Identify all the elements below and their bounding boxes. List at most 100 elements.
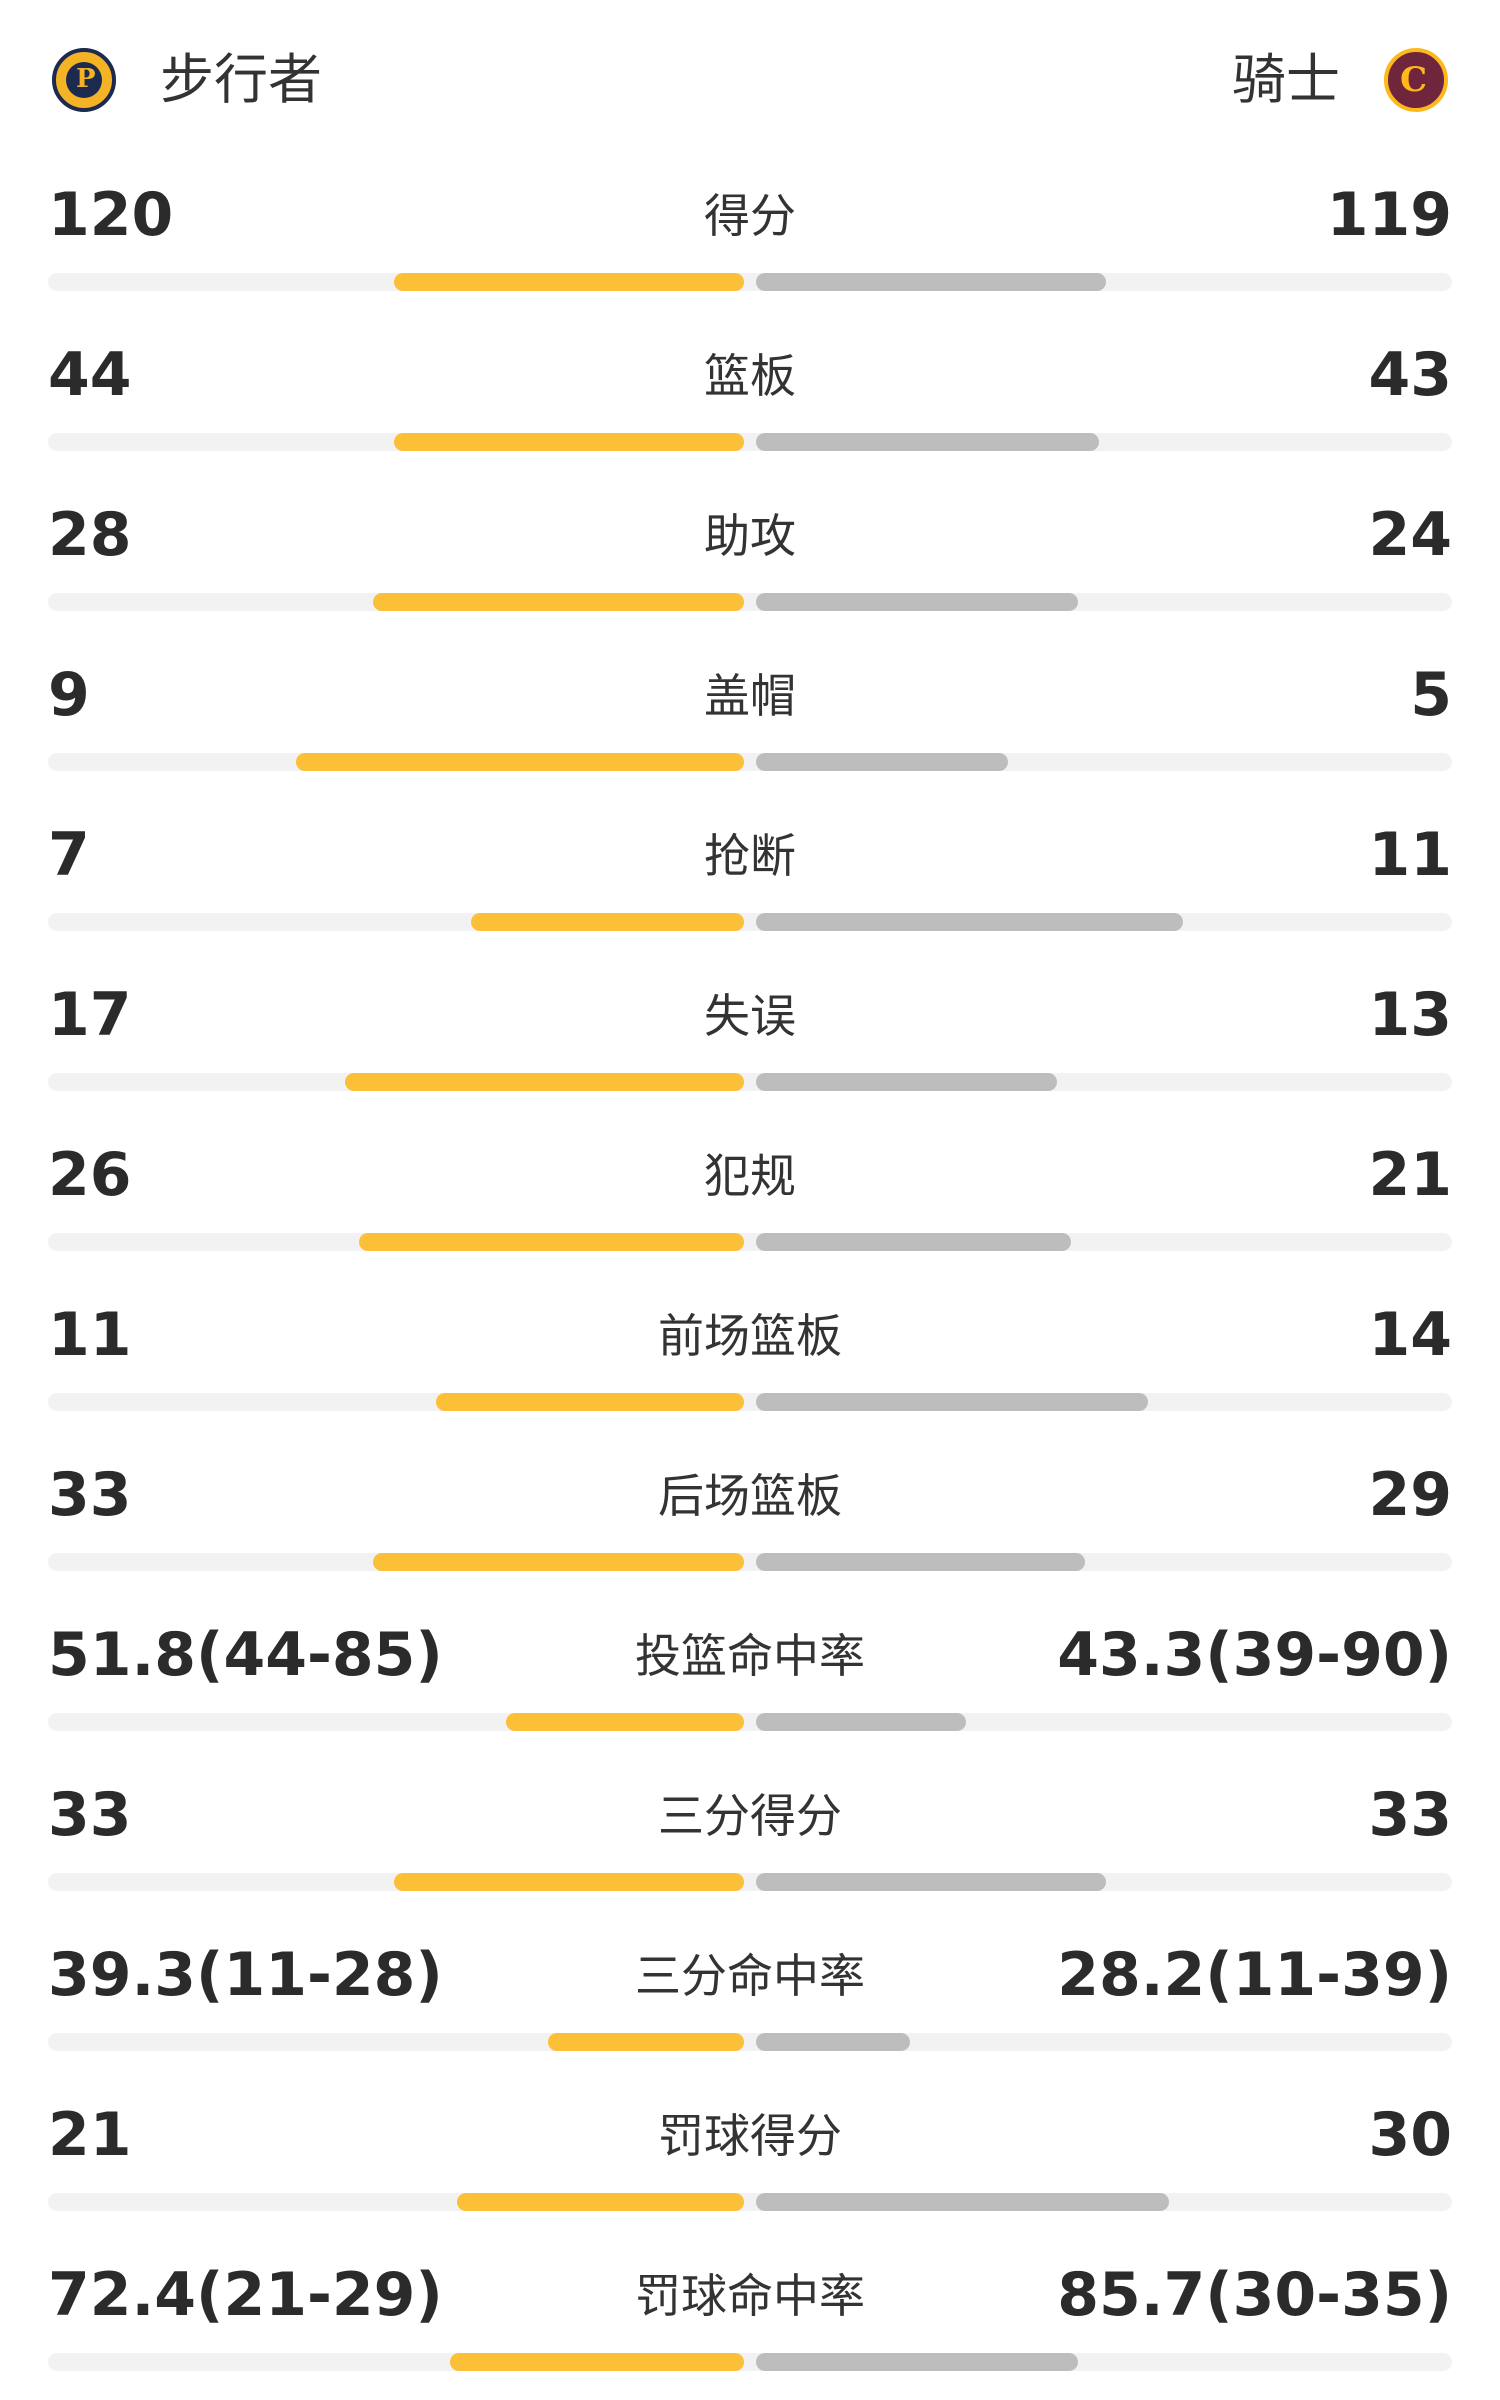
stat-bar-track <box>48 2353 1452 2371</box>
stat-bar-track <box>48 1073 1452 1091</box>
stat-label: 三分命中率 <box>635 1949 865 2003</box>
home-team-name[interactable]: 步行者 <box>160 48 322 111</box>
away-stat-bar <box>756 593 1078 611</box>
stat-bar-track <box>48 2033 1452 2051</box>
home-stat-value: 51.8(44-85) <box>48 1620 443 1690</box>
away-stat-value: 43.3(39-90) <box>1057 1620 1452 1690</box>
stat-label: 得分 <box>704 189 796 243</box>
stat-label: 罚球命中率 <box>635 2269 865 2323</box>
away-stat-bar <box>756 273 1106 291</box>
cavaliers-logo-mark: C <box>1400 60 1428 100</box>
stat-row: 17 失误 13 <box>0 960 1500 1120</box>
away-stat-value: 5 <box>1410 660 1452 730</box>
team-header: P 步行者 骑士 C <box>0 0 1500 160</box>
stat-label: 犯规 <box>704 1149 796 1203</box>
stat-row: 120 得分 119 <box>0 160 1500 320</box>
cavaliers-logo-icon[interactable]: C <box>1384 48 1448 112</box>
home-stat-value: 28 <box>48 500 132 570</box>
home-stat-bar <box>394 273 744 291</box>
pacers-logo-mark: P <box>76 64 96 94</box>
home-stat-value: 7 <box>48 820 90 890</box>
home-stat-bar <box>471 913 744 931</box>
home-stat-bar <box>506 1713 744 1731</box>
home-stat-bar <box>450 2353 744 2371</box>
home-stat-bar <box>394 433 744 451</box>
away-team-name[interactable]: 骑士 <box>1232 48 1340 111</box>
stat-bar-track <box>48 2193 1452 2211</box>
home-stat-bar <box>394 1873 744 1891</box>
stat-label: 后场篮板 <box>658 1469 842 1523</box>
stat-bar-track <box>48 433 1452 451</box>
home-stat-value: 17 <box>48 980 132 1050</box>
stat-row: 51.8(44-85) 投篮命中率 43.3(39-90) <box>0 1600 1500 1760</box>
away-stat-bar <box>756 2353 1078 2371</box>
stat-row: 72.4(21-29) 罚球命中率 85.7(30-35) <box>0 2240 1500 2400</box>
away-stat-bar <box>756 1713 966 1731</box>
away-stat-value: 30 <box>1368 2100 1453 2170</box>
home-stat-value: 120 <box>48 180 174 250</box>
home-stat-value: 9 <box>48 660 90 730</box>
away-stat-bar <box>756 1233 1071 1251</box>
away-stat-value: 13 <box>1368 980 1453 1050</box>
stat-bar-track <box>48 1873 1452 1891</box>
away-stat-value: 21 <box>1368 1140 1453 1210</box>
away-stat-value: 43 <box>1368 340 1453 410</box>
away-stat-bar <box>756 1553 1085 1571</box>
home-stat-value: 33 <box>48 1780 132 1850</box>
home-stat-value: 39.3(11-28) <box>48 1940 443 2010</box>
stat-row: 11 前场篮板 14 <box>0 1280 1500 1440</box>
away-stat-bar <box>756 753 1008 771</box>
pacers-logo-ring <box>66 62 102 98</box>
stat-row: 26 犯规 21 <box>0 1120 1500 1280</box>
stat-bar-track <box>48 913 1452 931</box>
stat-row: 21 罚球得分 30 <box>0 2080 1500 2240</box>
stat-row: 33 三分得分 33 <box>0 1760 1500 1920</box>
home-stat-bar <box>373 593 744 611</box>
stat-label: 失误 <box>704 989 796 1043</box>
away-stat-bar <box>756 913 1183 931</box>
stat-bar-track <box>48 593 1452 611</box>
stat-label: 三分得分 <box>658 1789 842 1843</box>
home-stat-bar <box>345 1073 744 1091</box>
away-stat-value: 14 <box>1368 1300 1453 1370</box>
home-stat-bar <box>373 1553 744 1571</box>
away-stat-value: 33 <box>1368 1780 1453 1850</box>
stat-label: 抢断 <box>704 829 796 883</box>
stat-row: 33 后场篮板 29 <box>0 1440 1500 1600</box>
stat-row: 7 抢断 11 <box>0 800 1500 960</box>
home-stat-value: 21 <box>48 2100 132 2170</box>
home-stat-value: 11 <box>48 1300 132 1370</box>
stat-label: 篮板 <box>704 349 796 403</box>
home-stat-value: 26 <box>48 1140 132 1210</box>
stat-label: 盖帽 <box>704 669 796 723</box>
home-stat-bar <box>457 2193 744 2211</box>
stat-label: 罚球得分 <box>658 2109 842 2163</box>
stat-row: 39.3(11-28) 三分命中率 28.2(11-39) <box>0 1920 1500 2080</box>
pacers-logo-icon[interactable]: P <box>52 48 116 112</box>
home-stat-bar <box>359 1233 744 1251</box>
stat-row: 44 篮板 43 <box>0 320 1500 480</box>
away-stat-bar <box>756 433 1099 451</box>
away-stat-bar <box>756 2033 910 2051</box>
home-stat-value: 44 <box>48 340 132 410</box>
home-stat-bar <box>548 2033 744 2051</box>
stat-bar-track <box>48 273 1452 291</box>
stat-label: 助攻 <box>704 509 796 563</box>
away-stat-bar <box>756 1873 1106 1891</box>
away-stat-value: 24 <box>1368 500 1453 570</box>
away-stat-value: 11 <box>1368 820 1453 890</box>
stat-bar-track <box>48 1233 1452 1251</box>
stat-bar-track <box>48 753 1452 771</box>
stat-bar-track <box>48 1393 1452 1411</box>
away-stat-value: 119 <box>1326 180 1452 250</box>
home-stat-bar <box>436 1393 744 1411</box>
away-stat-value: 28.2(11-39) <box>1057 1940 1452 2010</box>
stat-row: 9 盖帽 5 <box>0 640 1500 800</box>
away-stat-value: 29 <box>1368 1460 1453 1530</box>
away-stat-bar <box>756 1073 1057 1091</box>
home-stat-value: 33 <box>48 1460 132 1530</box>
stat-bar-track <box>48 1553 1452 1571</box>
home-stat-value: 72.4(21-29) <box>48 2260 443 2330</box>
team-stats-comparison: 120 得分 119 44 篮板 43 28 助攻 24 9 盖帽 5 7 抢断 11 17 失误 13 26 犯规 2… <box>0 160 1500 2400</box>
stat-bar-track <box>48 1713 1452 1731</box>
